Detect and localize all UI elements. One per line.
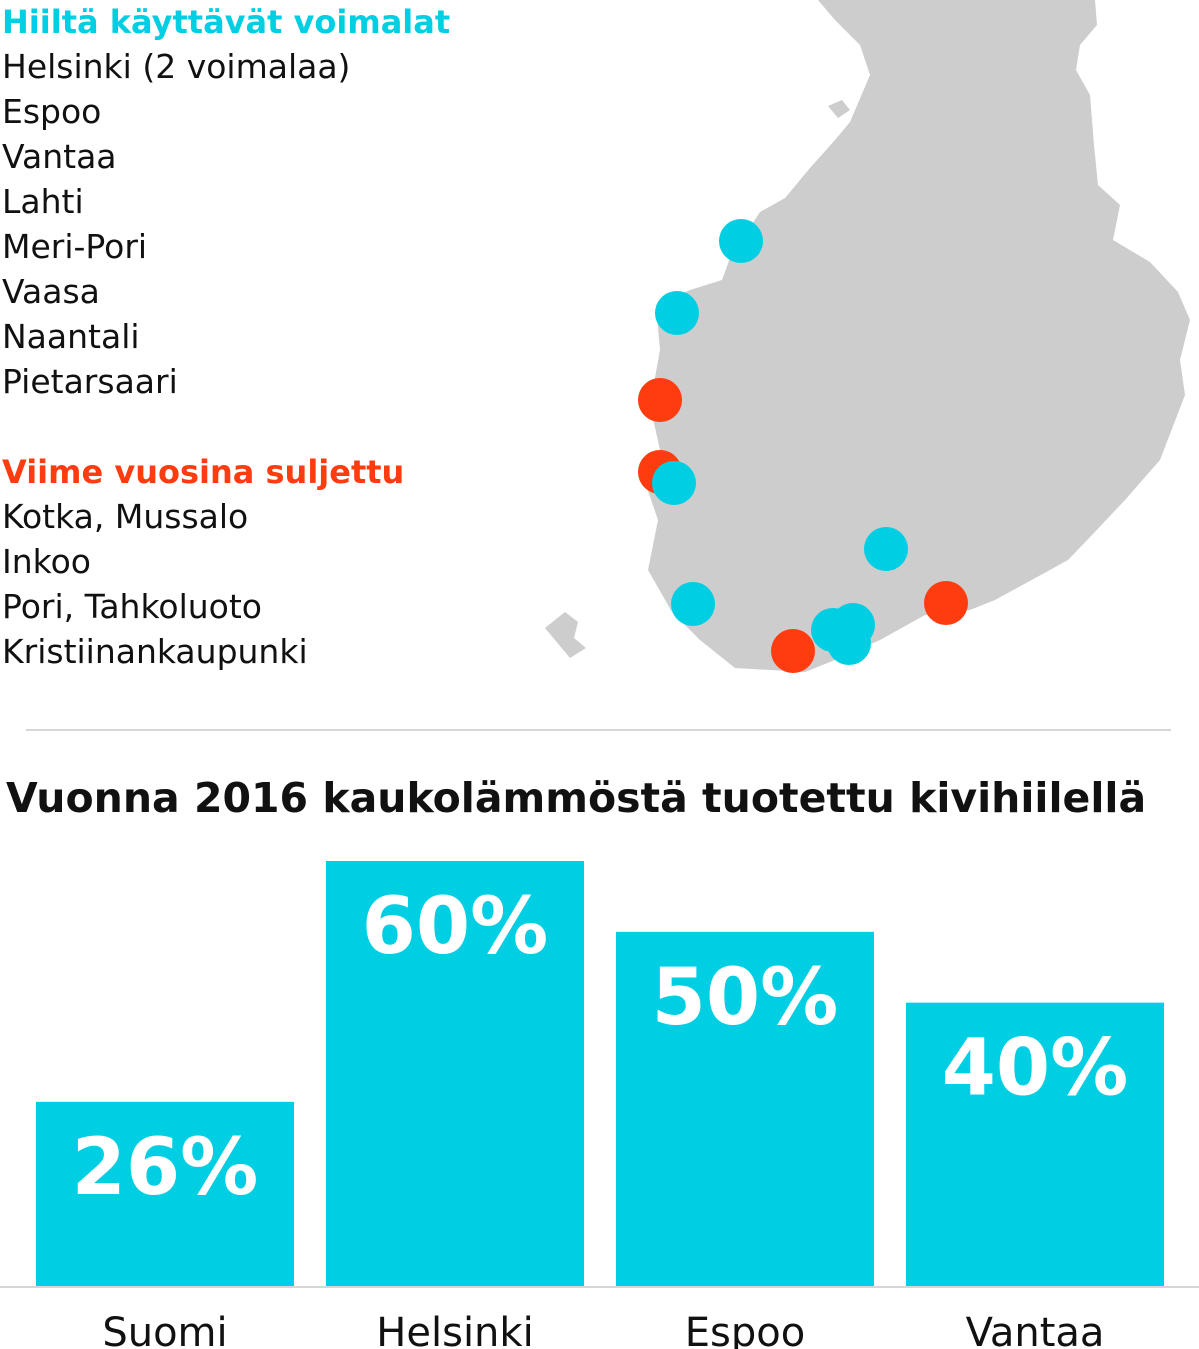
legend-item: Helsinki (2 voimalaa) bbox=[2, 47, 351, 86]
bar-espoo bbox=[616, 931, 874, 1286]
open-plants-list: Helsinki (2 voimalaa) Espoo Vantaa Lahti Mer… bbox=[2, 44, 562, 404]
open-plant-marker bbox=[827, 621, 871, 665]
legend-item: Espoo bbox=[2, 92, 102, 131]
closed-plants-heading: Viime vuosina suljettu bbox=[2, 453, 405, 491]
legend-item: Kristiinankaupunki bbox=[2, 632, 308, 671]
island-small-north bbox=[828, 100, 850, 118]
x-tick-label: Suomi bbox=[102, 1310, 227, 1349]
bar-value-label: 60% bbox=[362, 882, 549, 972]
bar-vantaa bbox=[906, 1002, 1164, 1286]
legend-item: Pietarsaari bbox=[2, 362, 178, 401]
closed-plants-list: Kotka, Mussalo Inkoo Pori, Tahkoluoto Krist… bbox=[2, 494, 562, 674]
legend-item: Kotka, Mussalo bbox=[2, 497, 249, 536]
finland-map bbox=[545, 0, 1190, 673]
open-plant-marker bbox=[652, 461, 696, 505]
bar-suomi bbox=[36, 1101, 294, 1286]
x-tick-label: Vantaa bbox=[966, 1310, 1105, 1349]
legend-item: Lahti bbox=[2, 182, 84, 221]
open-plant-marker bbox=[671, 582, 715, 626]
open-plant-marker bbox=[864, 527, 908, 571]
map-legend: Hiiltä käyttävät voimalat Helsinki (2 vo… bbox=[2, 0, 562, 674]
finland-land bbox=[646, 0, 1190, 672]
bar-value-label: 26% bbox=[72, 1123, 259, 1213]
legend-item: Vaasa bbox=[2, 272, 100, 311]
chart-title: Vuonna 2016 kaukolämmöstä tuotettu kivih… bbox=[6, 774, 1147, 822]
legend-item: Inkoo bbox=[2, 542, 91, 581]
legend-item: Meri-Pori bbox=[2, 227, 148, 266]
bar-helsinki bbox=[326, 861, 584, 1286]
bar-value-label: 40% bbox=[942, 1024, 1129, 1114]
legend-item: Naantali bbox=[2, 317, 140, 356]
closed-plant-marker bbox=[638, 378, 682, 422]
legend-item: Vantaa bbox=[2, 137, 117, 176]
open-plants-heading: Hiiltä käyttävät voimalat bbox=[2, 3, 451, 41]
open-plant-marker bbox=[655, 291, 699, 335]
section-divider bbox=[26, 729, 1171, 731]
open-plant-marker bbox=[719, 219, 763, 263]
closed-plant-marker bbox=[924, 581, 968, 625]
plant-markers bbox=[638, 219, 968, 673]
x-tick-label: Helsinki bbox=[376, 1310, 533, 1349]
legend-item: Pori, Tahkoluoto bbox=[2, 587, 262, 626]
aland-islands bbox=[545, 612, 586, 658]
bar-value-label: 50% bbox=[652, 953, 839, 1043]
x-tick-label: Espoo bbox=[685, 1310, 805, 1349]
closed-plant-marker bbox=[771, 629, 815, 673]
